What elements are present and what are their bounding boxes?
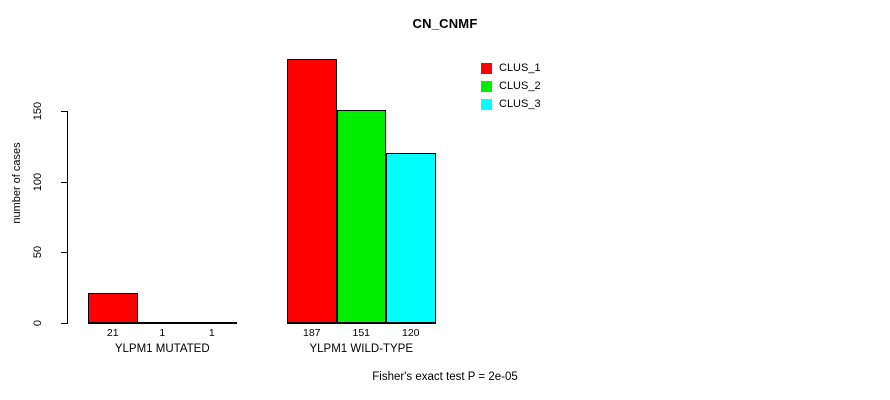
bar-value-label: 151 xyxy=(352,327,371,339)
bar-clus-3-wild-type xyxy=(386,153,436,323)
y-tick-mark xyxy=(61,181,68,183)
bar-value-label: 1 xyxy=(159,327,166,339)
y-tick-label-wrap: 0 xyxy=(19,316,57,330)
group-baseline xyxy=(287,323,436,324)
legend-item-clus-2: CLUS_2 xyxy=(481,78,541,94)
legend-label-clus-1: CLUS_1 xyxy=(499,61,541,74)
legend-label-clus-2: CLUS_2 xyxy=(499,79,541,92)
bar-clus-2-mutated xyxy=(137,321,187,324)
chart-legend: CLUS_1 CLUS_2 CLUS_3 xyxy=(481,60,541,114)
y-tick-label: 150 xyxy=(32,101,44,121)
legend-item-clus-1: CLUS_1 xyxy=(481,60,541,76)
bar-clus-1-wild-type xyxy=(287,58,337,323)
legend-swatch-clus-3 xyxy=(481,98,492,110)
bar-value-label: 21 xyxy=(106,327,119,339)
y-tick-mark xyxy=(61,111,68,112)
chart-title: CN_CNMF xyxy=(412,16,478,31)
y-tick-mark xyxy=(61,252,68,254)
bar-clus-1-mutated xyxy=(88,293,138,323)
y-tick-label: 0 xyxy=(32,319,44,327)
bar-clus-3-mutated xyxy=(187,321,237,324)
group-label-wild-type: YLPM1 WILD-TYPE xyxy=(309,343,414,355)
statistical-annotation: Fisher's exact test P = 2e-05 xyxy=(372,371,518,383)
legend-swatch-clus-1 xyxy=(481,62,492,74)
y-tick-label-wrap: 100 xyxy=(19,172,57,190)
bar-value-label: 1 xyxy=(208,327,215,339)
legend-label-clus-3: CLUS_3 xyxy=(499,97,541,110)
bar-value-label: 120 xyxy=(401,327,420,339)
y-tick-label: 50 xyxy=(32,246,44,259)
legend-item-clus-3: CLUS_3 xyxy=(481,96,541,112)
y-tick-label: 100 xyxy=(32,172,44,191)
group-label-mutated: YLPM1 MUTATED xyxy=(114,343,210,355)
y-axis-line xyxy=(67,111,68,324)
y-tick-label-wrap: 50 xyxy=(19,245,57,259)
y-tick-mark xyxy=(61,323,68,324)
legend-swatch-clus-2 xyxy=(481,80,492,92)
bar-value-label: 187 xyxy=(302,327,321,339)
y-tick-label-wrap: 150 xyxy=(19,102,57,120)
bar-clus-2-wild-type xyxy=(336,109,386,323)
